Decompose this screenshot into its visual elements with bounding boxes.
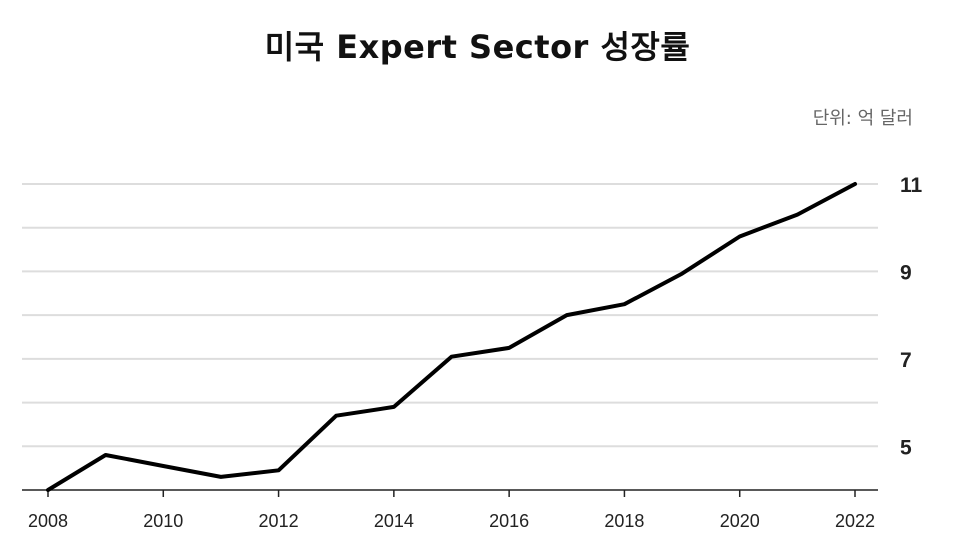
y-tick-label: 11 [900, 174, 923, 197]
x-tick-marks [47, 490, 856, 497]
x-tick-label: 2020 [720, 511, 760, 531]
y-tick-label: 5 [900, 436, 912, 459]
series-line [46, 182, 857, 492]
x-tick-label: 2014 [374, 511, 414, 531]
x-tick-label: 2022 [835, 511, 875, 531]
gridlines [22, 183, 878, 448]
x-tick-label: 2010 [143, 511, 183, 531]
x-tick-labels: 2008 2010 2012 2014 2016 2018 2020 2022 [28, 511, 875, 531]
x-tick-label: 2008 [28, 511, 68, 531]
x-tick-label: 2018 [604, 511, 644, 531]
chart-title: 미국 Expert Sector 성장률 [264, 28, 691, 66]
x-tick-label: 2016 [489, 511, 529, 531]
unit-label: 단위: 억 달러 [812, 108, 913, 129]
y-tick-labels: 5 7 9 11 [900, 174, 923, 459]
y-tick-label: 7 [900, 349, 912, 372]
y-tick-label: 9 [900, 261, 912, 284]
x-tick-label: 2012 [259, 511, 299, 531]
